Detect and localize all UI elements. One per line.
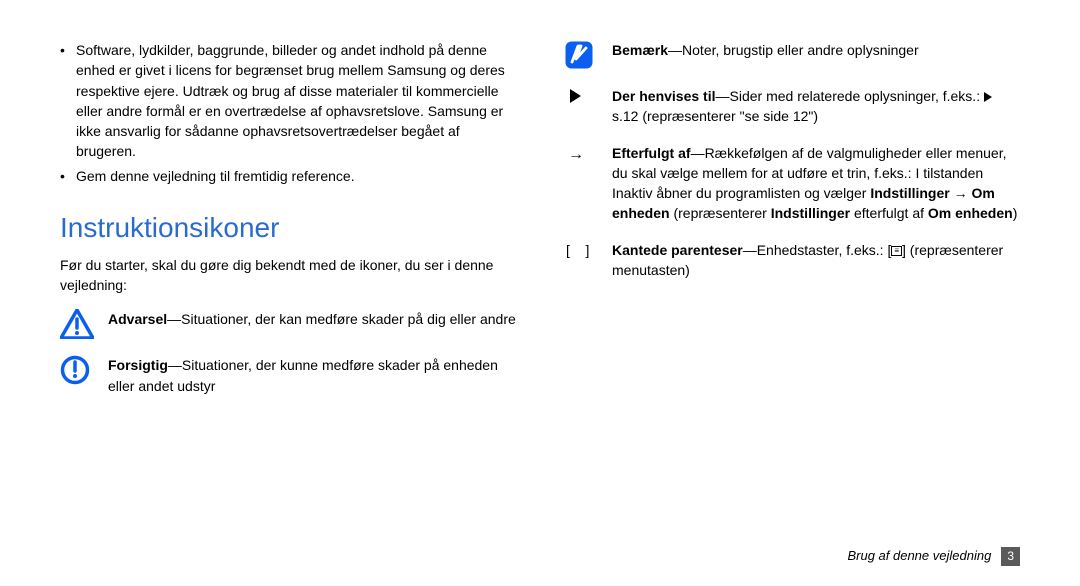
icon-text: Forsigtig—Situationer, der kunne medføre… [108,355,516,396]
icon-row-note: Bemærk—Noter, brugstip eller andre oplys… [564,40,1020,70]
icon-text: Bemærk—Noter, brugstip eller andre oplys… [612,40,1020,70]
left-column: • Software, lydkilder, baggrunde, billed… [60,40,516,412]
icon-row-refer: Der henvises til—Sider med relaterede op… [564,86,1020,127]
icon-text: Efterfulgt af—Rækkefølgen af de valgmuli… [612,143,1020,224]
icon-row-caution: Forsigtig—Situationer, der kunne medføre… [60,355,516,396]
bullet-item: • Gem denne vejledning til fremtidig ref… [60,166,516,186]
footer-page-num: 3 [1001,547,1020,566]
section-heading: Instruktionsikoner [60,208,516,249]
icon-label: Forsigtig [108,357,168,373]
bullet-text: Software, lydkilder, baggrunde, billeder… [76,40,516,162]
bold-d: Om enheden [928,205,1013,221]
right-column: Bemærk—Noter, brugstip eller andre oplys… [564,40,1020,412]
bullet-dot: • [60,166,76,186]
footer-label: Brug af denne vejledning [847,547,991,566]
icon-label: Bemærk [612,42,668,58]
icon-desc: —Noter, brugstip eller andre oplysninger [668,42,919,58]
refer-icon [564,86,612,127]
bullet-text: Gem denne vejledning til fremtidig refer… [76,166,355,186]
icon-desc: —Situationer, der kan medføre skader på … [167,311,516,327]
icon-text: Kantede parenteser—Enhedstaster, f.eks.:… [612,240,1020,281]
arrow-icon: → [564,143,612,224]
bullet-item: • Software, lydkilder, baggrunde, billed… [60,40,516,162]
caution-icon [60,355,108,396]
icon-text: Der henvises til—Sider med relaterede op… [612,86,1020,127]
icon-desc-pre: —Sider med relaterede oplysninger, f.eks… [716,88,984,104]
icon-desc-1: —Enhedstaster, f.eks.: [ [743,242,892,258]
icon-desc-post: s.12 (repræsenterer "se side 12") [612,108,818,124]
icon-desc-2: (repræsenterer [670,205,771,221]
triangle-inline-icon [984,92,992,102]
bullet-dot: • [60,40,76,162]
icon-desc-4: ) [1013,205,1018,221]
icon-desc-3: efterfulgt af [850,205,928,221]
note-icon [564,40,612,70]
page-footer: Brug af denne vejledning 3 [847,547,1020,566]
bold-c: Indstillinger [771,205,850,221]
icon-row-warning: Advarsel—Situationer, der kan medføre sk… [60,309,516,339]
icon-label: Efterfulgt af [612,145,691,161]
warning-icon [60,309,108,339]
bold-a: Indstillinger [870,185,949,201]
section-subtext: Før du starter, skal du gøre dig bekendt… [60,255,516,296]
icon-row-brackets: [ ] Kantede parenteser—Enhedstaster, f.e… [564,240,1020,281]
arrow-sep: → [950,185,972,201]
icon-label: Der henvises til [612,88,716,104]
menu-key-icon: ≡ [891,246,902,256]
icon-label: Advarsel [108,311,167,327]
icon-row-followed: → Efterfulgt af—Rækkefølgen af de valgmu… [564,143,1020,224]
icon-text: Advarsel—Situationer, der kan medføre sk… [108,309,516,339]
bracket-icon: [ ] [564,240,612,281]
icon-label: Kantede parenteser [612,242,743,258]
